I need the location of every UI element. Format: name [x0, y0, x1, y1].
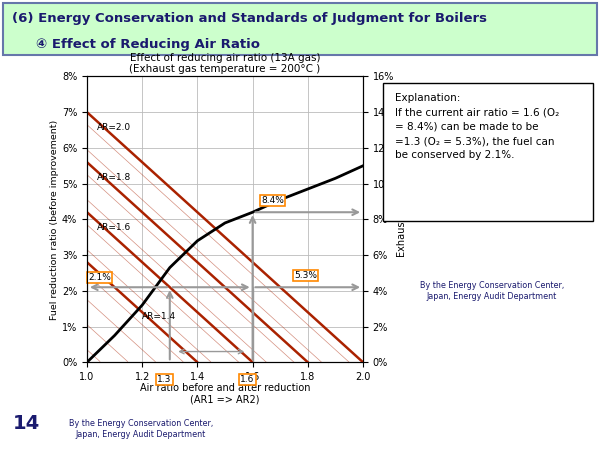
Text: 2.1%: 2.1%	[88, 273, 111, 282]
Text: Explanation:
If the current air ratio = 1.6 (O₂
= 8.4%) can be made to be
=1.3 (: Explanation: If the current air ratio = …	[395, 93, 560, 161]
Title: Effect of reducing air ratio (13A gas)
(Exhaust gas temperature = 200°C ): Effect of reducing air ratio (13A gas) (…	[130, 53, 320, 74]
Text: By the Energy Conservation Center,
Japan, Energy Audit Department: By the Energy Conservation Center, Japan…	[69, 419, 213, 439]
Text: 1.3: 1.3	[157, 375, 172, 384]
Text: 1.6: 1.6	[240, 375, 254, 384]
Text: AR=1.6: AR=1.6	[97, 223, 131, 232]
Text: 5.3%: 5.3%	[294, 271, 317, 280]
FancyBboxPatch shape	[383, 83, 593, 220]
Text: AR=1.8: AR=1.8	[97, 173, 131, 182]
Y-axis label: Exhaust gas O₂: Exhaust gas O₂	[397, 182, 407, 256]
Text: 8.4%: 8.4%	[261, 196, 284, 205]
X-axis label: Air ratio before and after reduction
(AR1 => AR2): Air ratio before and after reduction (AR…	[140, 383, 310, 405]
Text: 14: 14	[13, 414, 40, 433]
Text: ④ Effect of Reducing Air Ratio: ④ Effect of Reducing Air Ratio	[35, 38, 260, 51]
Text: AR=2.0: AR=2.0	[97, 123, 131, 132]
FancyBboxPatch shape	[3, 3, 597, 55]
Y-axis label: Fuel reduction ratio (before improvement): Fuel reduction ratio (before improvement…	[50, 119, 59, 320]
Text: (6) Energy Conservation and Standards of Judgment for Boilers: (6) Energy Conservation and Standards of…	[12, 13, 487, 26]
Text: AR=1.4: AR=1.4	[142, 312, 176, 321]
Text: By the Energy Conservation Center,
Japan, Energy Audit Department: By the Energy Conservation Center, Japan…	[420, 281, 564, 301]
